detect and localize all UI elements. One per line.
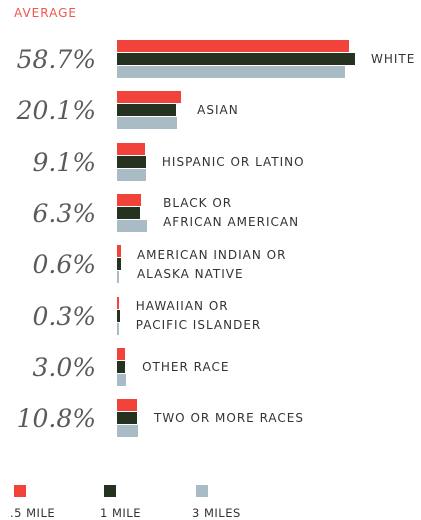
category-label: WHITE [370, 52, 416, 66]
bar [117, 168, 146, 181]
bar [117, 219, 148, 232]
legend-swatch [196, 485, 208, 497]
bar [117, 425, 138, 438]
legend-swatch [104, 485, 116, 497]
bar [117, 347, 125, 360]
legend-label: 3 MILES [192, 506, 241, 520]
bar [117, 206, 140, 219]
category-label: OTHER RACE [142, 359, 230, 374]
bar [117, 91, 182, 104]
average-label: 9.1% [32, 147, 96, 177]
average-label: 0.6% [32, 250, 96, 280]
average-label: 3.0% [32, 352, 96, 382]
bar [117, 66, 345, 78]
bar [117, 399, 138, 412]
bar [117, 296, 119, 309]
chart-title: AVERAGE [14, 6, 77, 20]
average-label: 10.8% [16, 404, 96, 434]
bar [117, 322, 119, 335]
bar [117, 40, 349, 52]
average-label: 6.3% [32, 198, 96, 228]
legend-swatch [14, 485, 26, 497]
category-label: HISPANIC OR LATINO [161, 154, 305, 169]
bar [117, 309, 120, 322]
bar [117, 117, 178, 130]
bar [117, 373, 127, 386]
bar [117, 142, 146, 155]
category-label: ASIAN [197, 103, 239, 118]
bar [117, 258, 121, 271]
average-label: 20.1% [16, 96, 96, 126]
legend-label: 1 MILE [100, 506, 141, 520]
bar [117, 193, 142, 206]
category-label: BLACK OR AFRICAN AMERICAN [163, 196, 300, 230]
legend-label: .5 MILE [10, 506, 56, 520]
category-label: TWO OR MORE RACES [153, 411, 304, 426]
bar [117, 412, 138, 425]
bar [117, 104, 176, 117]
average-label: 58.7% [16, 45, 96, 74]
bar [117, 360, 125, 373]
bar [117, 245, 121, 258]
bar [117, 53, 355, 65]
category-label: AMERICAN INDIAN OR ALASKA NATIVE [136, 247, 287, 281]
category-label: HAWAIIAN OR PACIFIC ISLANDER [135, 299, 262, 332]
bar [117, 271, 119, 284]
average-label: 0.3% [32, 301, 96, 331]
bar [117, 155, 146, 168]
